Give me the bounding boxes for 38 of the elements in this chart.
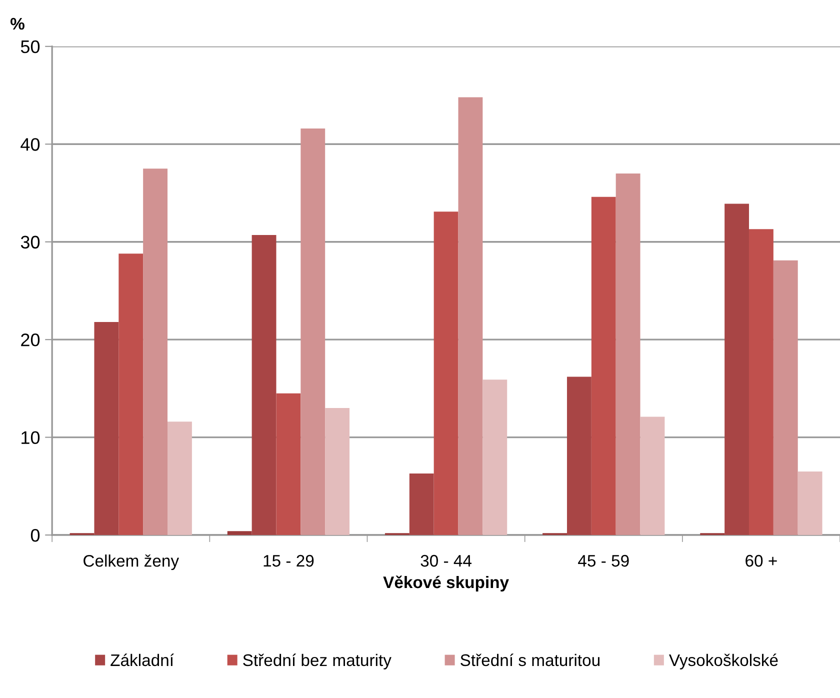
bar bbox=[168, 422, 192, 536]
bar bbox=[434, 212, 458, 536]
bar bbox=[482, 380, 508, 536]
y-tick-label: 40 bbox=[20, 138, 40, 151]
bar bbox=[591, 196, 616, 536]
bar bbox=[748, 229, 774, 536]
bar bbox=[640, 416, 665, 536]
y-tick-label: 10 bbox=[22, 431, 40, 444]
bar bbox=[118, 254, 144, 536]
legend-label: Střední s maturitou bbox=[460, 654, 600, 666]
bar bbox=[566, 376, 592, 536]
bar bbox=[616, 173, 640, 536]
y-tick-label: 30 bbox=[20, 236, 40, 249]
bar bbox=[143, 168, 168, 536]
legend-label: Střední bez maturity bbox=[243, 654, 392, 670]
y-tick-label: 20 bbox=[21, 334, 40, 346]
bar bbox=[252, 235, 276, 536]
x-tick-label: 60 + bbox=[746, 554, 777, 567]
bar bbox=[773, 260, 798, 536]
x-axis-title: Věkové skupiny bbox=[383, 576, 509, 592]
x-tick-label: 45 - 59 bbox=[578, 554, 629, 567]
bar bbox=[227, 531, 252, 536]
x-tick-label: Celkem ženy bbox=[84, 554, 180, 570]
bar bbox=[798, 472, 822, 536]
bar bbox=[409, 473, 434, 536]
bar bbox=[276, 393, 301, 536]
x-tick-label: 15 - 29 bbox=[264, 554, 314, 567]
y-tick-label: 0 bbox=[30, 528, 40, 542]
bar bbox=[325, 408, 350, 536]
y-tick-label: 50 bbox=[20, 40, 40, 54]
legend-label: Základní bbox=[110, 654, 174, 666]
legend-label: Vysokoškolské bbox=[668, 654, 778, 670]
bar bbox=[458, 97, 483, 536]
bar bbox=[724, 204, 749, 536]
x-tick-label: 30 - 44 bbox=[420, 554, 472, 567]
bar bbox=[94, 322, 119, 536]
bar bbox=[300, 128, 326, 536]
y-axis-title: % bbox=[10, 18, 24, 30]
